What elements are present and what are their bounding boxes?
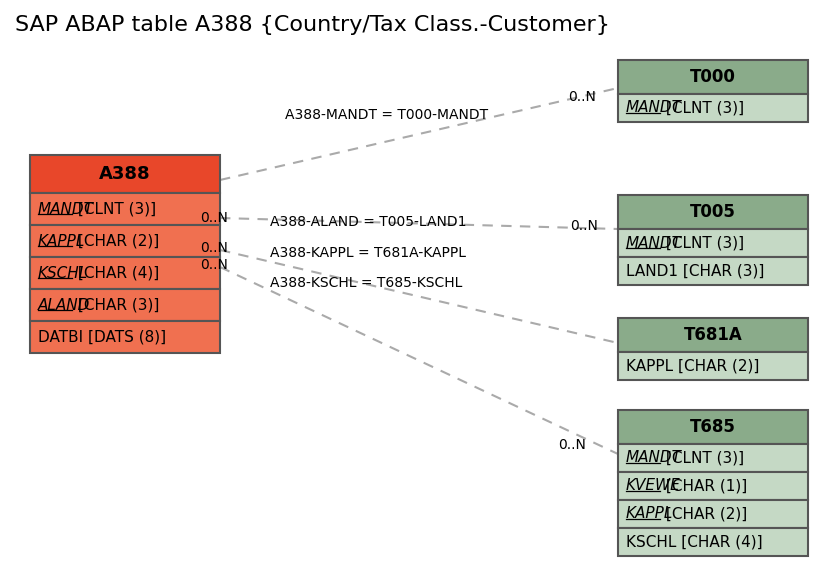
Text: [CLNT (3)]: [CLNT (3)] — [661, 236, 744, 251]
Text: [CLNT (3)]: [CLNT (3)] — [73, 202, 156, 216]
Text: T685: T685 — [690, 418, 736, 436]
Text: KVEWE: KVEWE — [626, 479, 681, 493]
Text: 0..N: 0..N — [200, 241, 228, 255]
Text: [CHAR (3)]: [CHAR (3)] — [73, 297, 160, 312]
Text: [CHAR (2)]: [CHAR (2)] — [73, 234, 160, 248]
Text: A388-KSCHL = T685-KSCHL: A388-KSCHL = T685-KSCHL — [270, 276, 463, 290]
Bar — [618, 229, 808, 257]
Text: A388-ALAND = T005-LAND1: A388-ALAND = T005-LAND1 — [270, 215, 467, 229]
Text: [CLNT (3)]: [CLNT (3)] — [661, 451, 744, 465]
Bar — [618, 94, 808, 122]
Text: A388-MANDT = T000-MANDT: A388-MANDT = T000-MANDT — [285, 108, 488, 122]
Bar — [618, 352, 808, 380]
Bar — [618, 528, 808, 556]
Text: [CHAR (2)]: [CHAR (2)] — [661, 507, 747, 522]
Text: [CHAR (1)]: [CHAR (1)] — [661, 479, 747, 493]
Bar — [618, 500, 808, 528]
Text: T681A: T681A — [684, 326, 742, 344]
Text: 0..N: 0..N — [570, 219, 597, 233]
Text: [CLNT (3)]: [CLNT (3)] — [661, 100, 744, 115]
Text: T000: T000 — [690, 68, 736, 86]
Text: LAND1 [CHAR (3)]: LAND1 [CHAR (3)] — [626, 264, 765, 279]
Text: MANDT: MANDT — [626, 451, 682, 465]
Text: [CHAR (4)]: [CHAR (4)] — [73, 265, 160, 280]
Text: SAP ABAP table A388 {Country/Tax Class.-Customer}: SAP ABAP table A388 {Country/Tax Class.-… — [15, 15, 610, 35]
Text: A388-KAPPL = T681A-KAPPL: A388-KAPPL = T681A-KAPPL — [270, 246, 466, 260]
Bar — [618, 472, 808, 500]
Text: DATBI [DATS (8)]: DATBI [DATS (8)] — [38, 329, 166, 345]
Text: MANDT: MANDT — [626, 236, 682, 251]
Bar — [618, 444, 808, 472]
Bar — [618, 257, 808, 285]
Text: MANDT: MANDT — [626, 100, 682, 115]
Text: KSCHL [CHAR (4)]: KSCHL [CHAR (4)] — [626, 535, 763, 550]
Text: MANDT: MANDT — [38, 202, 94, 216]
Text: A388: A388 — [100, 165, 151, 183]
Bar — [30, 193, 220, 225]
Text: 0..N: 0..N — [568, 90, 596, 104]
Text: KAPPL [CHAR (2)]: KAPPL [CHAR (2)] — [626, 359, 760, 374]
Bar — [618, 195, 808, 229]
Text: 0..N: 0..N — [200, 258, 228, 272]
Bar — [30, 321, 220, 353]
Text: KAPPL: KAPPL — [626, 507, 673, 522]
Text: KSCHL: KSCHL — [38, 265, 88, 280]
Bar — [30, 257, 220, 289]
Text: KAPPL: KAPPL — [38, 234, 86, 248]
Bar — [30, 289, 220, 321]
Text: 0..N: 0..N — [200, 211, 228, 225]
Bar — [30, 225, 220, 257]
Bar — [618, 318, 808, 352]
Text: ALAND: ALAND — [38, 297, 91, 312]
Bar — [30, 155, 220, 193]
Text: T005: T005 — [690, 203, 736, 221]
Bar — [618, 410, 808, 444]
Bar — [618, 60, 808, 94]
Text: 0..N: 0..N — [558, 438, 586, 452]
